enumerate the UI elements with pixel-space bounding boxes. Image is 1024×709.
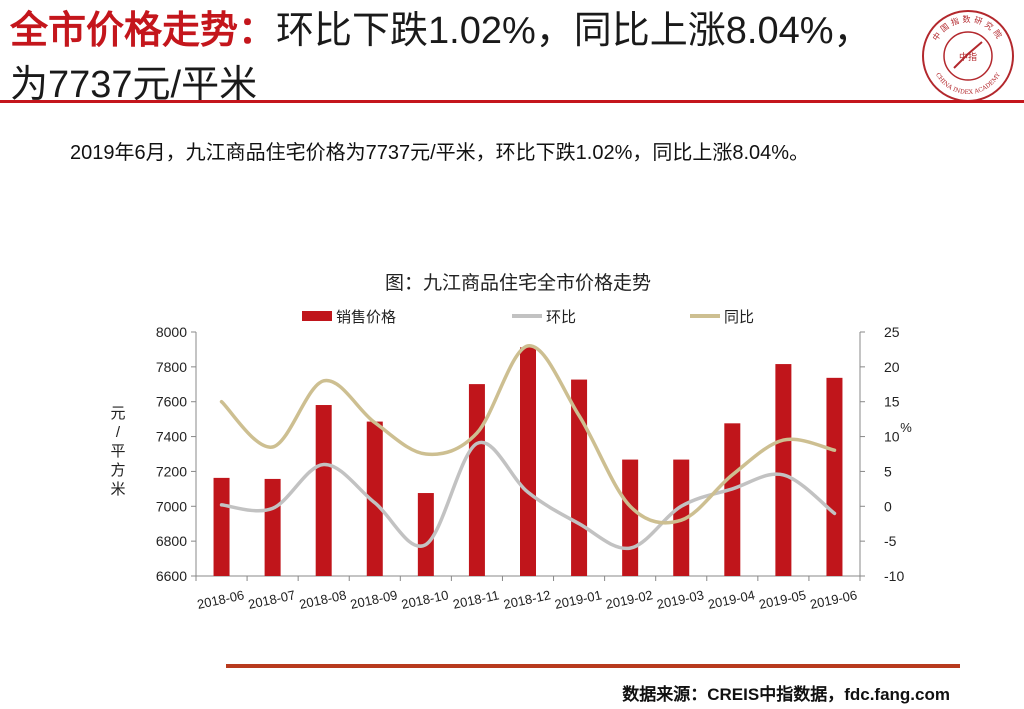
summary-text: 2019年6月，九江商品住宅价格为7737元/平米，环比下跌1.02%，同比上涨… bbox=[70, 142, 810, 164]
bar-2019-05 bbox=[775, 364, 792, 576]
bar-2019-04 bbox=[724, 423, 741, 576]
x-tick-label: 2019-03 bbox=[655, 587, 705, 612]
x-tick-label: 2018-06 bbox=[196, 587, 246, 612]
left-axis-label-char: 米 bbox=[110, 481, 125, 498]
legend-label-0: 销售价格 bbox=[336, 309, 396, 326]
left-axis-label-char: / bbox=[116, 424, 121, 441]
right-tick-label: 25 bbox=[884, 324, 900, 340]
chart-title: 图：九江商品住宅全市价格走势 bbox=[385, 272, 651, 294]
x-tick-label: 2019-04 bbox=[706, 587, 756, 612]
legend-label-2: 同比 bbox=[724, 309, 754, 326]
legend-label-1: 环比 bbox=[546, 309, 576, 326]
x-tick-label: 2019-02 bbox=[604, 587, 654, 612]
right-tick-label: 0 bbox=[884, 498, 892, 514]
headline-highlight: 全市价格走势： bbox=[10, 10, 277, 52]
bar-2018-12 bbox=[520, 347, 536, 576]
bar-2019-02 bbox=[622, 459, 639, 576]
bar-2019-03 bbox=[673, 459, 690, 576]
source-note: 数据来源：CREIS中指数据，fdc.fang.com bbox=[622, 685, 950, 704]
right-tick-label: 5 bbox=[884, 463, 892, 479]
left-tick-label: 7000 bbox=[156, 498, 187, 514]
x-tick-label: 2019-05 bbox=[758, 587, 808, 612]
left-tick-label: 7800 bbox=[156, 359, 187, 375]
x-tick-label: 2019-06 bbox=[809, 587, 859, 612]
left-tick-label: 7400 bbox=[156, 429, 187, 445]
x-tick-label: 2018-12 bbox=[502, 587, 552, 612]
headline-text: 环比下跌1.02%，同比上涨8.04%，为7737元/平米 bbox=[10, 10, 872, 106]
right-axis-label: % bbox=[900, 420, 912, 435]
x-tick-label: 2018-07 bbox=[247, 587, 297, 612]
left-tick-label: 8000 bbox=[156, 324, 187, 340]
left-axis-label-char: 平 bbox=[110, 443, 125, 460]
right-tick-label: 15 bbox=[884, 394, 900, 410]
svg-text:中指: 中指 bbox=[959, 51, 977, 63]
bar-2018-09 bbox=[366, 421, 383, 576]
bar-2018-10 bbox=[417, 493, 434, 576]
header-divider bbox=[0, 100, 1024, 103]
left-axis-label-char: 方 bbox=[110, 462, 125, 479]
x-tick-label: 2018-11 bbox=[452, 587, 501, 611]
bar-2018-11 bbox=[468, 384, 485, 576]
right-tick-label: -10 bbox=[884, 568, 904, 584]
left-tick-label: 7600 bbox=[156, 394, 187, 410]
left-tick-label: 6800 bbox=[156, 533, 187, 549]
left-tick-label: 7200 bbox=[156, 463, 187, 479]
headline: 全市价格走势：环比下跌1.02%，同比上涨8.04%，为7737元/平米 bbox=[10, 4, 890, 112]
x-tick-label: 2018-09 bbox=[349, 587, 399, 612]
left-tick-label: 6600 bbox=[156, 568, 187, 584]
x-tick-label: 2018-08 bbox=[298, 587, 348, 612]
x-tick-label: 2019-01 bbox=[553, 587, 603, 612]
bar-2018-07 bbox=[264, 478, 281, 576]
bar-2019-06 bbox=[826, 377, 843, 576]
right-tick-label: -5 bbox=[884, 533, 897, 549]
right-tick-label: 20 bbox=[884, 359, 900, 375]
bar-2018-06 bbox=[213, 477, 230, 576]
bar-2018-08 bbox=[315, 405, 332, 576]
footer-divider bbox=[226, 664, 960, 668]
legend-swatch-0 bbox=[302, 311, 332, 321]
left-axis-label-char: 元 bbox=[110, 405, 125, 422]
x-tick-label: 2018-10 bbox=[400, 587, 450, 612]
right-tick-label: 10 bbox=[884, 429, 900, 445]
